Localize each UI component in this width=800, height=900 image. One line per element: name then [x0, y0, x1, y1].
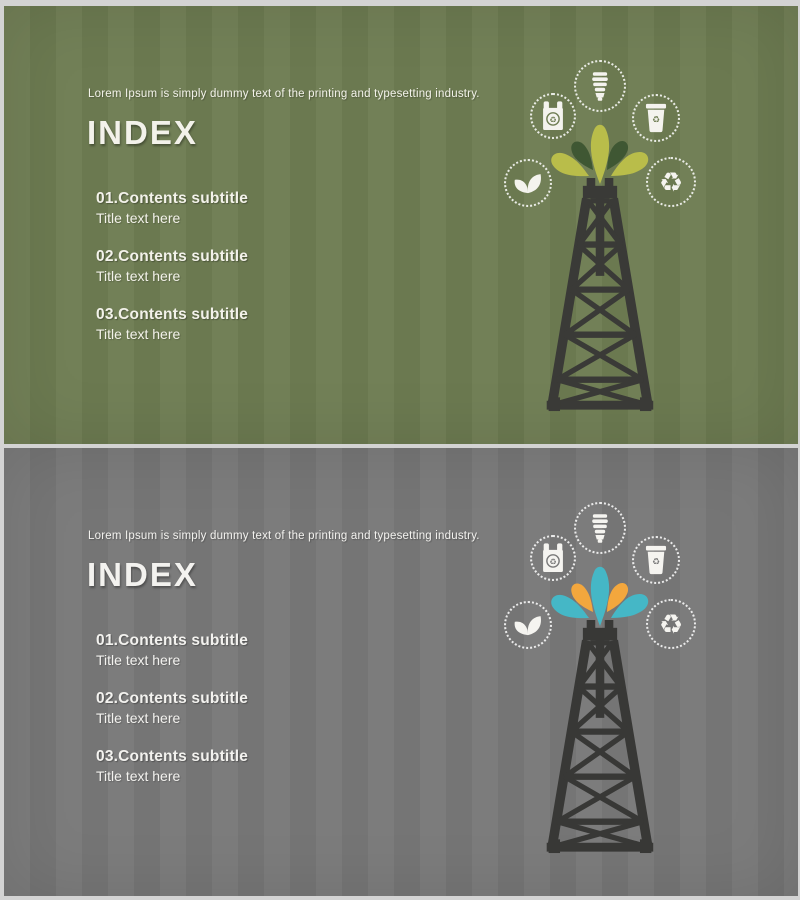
cfl-bulb-icon [587, 70, 613, 103]
toc-item-text: Title text here [96, 710, 181, 726]
eco-icon-circle [574, 502, 626, 554]
cfl-bulb-icon [587, 512, 613, 545]
oil-derrick-graphic [541, 178, 659, 413]
leaf-icon [511, 170, 545, 196]
eco-icon-circle [646, 599, 696, 649]
oil-derrick-graphic [541, 620, 659, 855]
leaf-icon [511, 612, 545, 638]
page-title: INDEX [87, 556, 198, 593]
eco-icon-circle [632, 94, 680, 142]
toc-item-text: Title text here [96, 210, 181, 226]
toc-item-text: Title text here [96, 268, 181, 284]
recycle-icon [654, 607, 688, 641]
page-title: INDEX [87, 114, 198, 151]
toc-item: 01.Contents subtitle Title text here [96, 190, 248, 226]
eco-icon-circle [530, 93, 576, 139]
toc-item: 03.Contents subtitle Title text here [96, 306, 248, 342]
recycle-bin-icon [643, 102, 669, 134]
toc-item-subtitle: 03.Contents subtitle [96, 748, 249, 765]
eco-icon-circle [574, 60, 626, 112]
slide-green: Lorem Ipsum is simply dummy text of the … [4, 6, 798, 444]
toc-item-subtitle: 02.Contents subtitle [96, 690, 249, 707]
toc-item-subtitle: 01.Contents subtitle [96, 190, 249, 207]
toc-item-subtitle: 01.Contents subtitle [96, 632, 249, 649]
toc-item: 03.Contents subtitle Title text here [96, 748, 248, 784]
oil-derrick-illustration [464, 478, 724, 873]
oil-derrick-illustration [464, 36, 724, 431]
toc-item-text: Title text here [96, 768, 181, 784]
eco-icon-circle [632, 536, 680, 584]
table-of-contents: 01.Contents subtitle Title text here 02.… [96, 632, 248, 806]
toc-item-text: Title text here [96, 326, 181, 342]
recycle-bag-icon [539, 542, 567, 574]
recycle-bag-icon [539, 100, 567, 132]
eco-icon-circle [504, 601, 552, 649]
eco-icon-circle [504, 159, 552, 207]
eco-icon-circle [530, 535, 576, 581]
eco-icon-circle [646, 157, 696, 207]
recycle-bin-icon [643, 544, 669, 576]
intro-text: Lorem Ipsum is simply dummy text of the … [88, 530, 480, 542]
recycle-icon [654, 165, 688, 199]
toc-item-text: Title text here [96, 652, 181, 668]
toc-item-subtitle: 03.Contents subtitle [96, 306, 249, 323]
intro-text: Lorem Ipsum is simply dummy text of the … [88, 88, 480, 100]
table-of-contents: 01.Contents subtitle Title text here 02.… [96, 190, 248, 364]
toc-item: 02.Contents subtitle Title text here [96, 248, 248, 284]
toc-item: 02.Contents subtitle Title text here [96, 690, 248, 726]
toc-item-subtitle: 02.Contents subtitle [96, 248, 249, 265]
toc-item: 01.Contents subtitle Title text here [96, 632, 248, 668]
slide-gray: Lorem Ipsum is simply dummy text of the … [4, 448, 798, 896]
